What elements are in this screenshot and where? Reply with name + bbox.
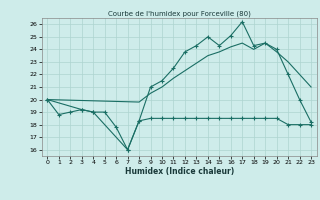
Title: Courbe de l'humidex pour Forceville (80): Courbe de l'humidex pour Forceville (80) [108,10,251,17]
X-axis label: Humidex (Indice chaleur): Humidex (Indice chaleur) [124,167,234,176]
